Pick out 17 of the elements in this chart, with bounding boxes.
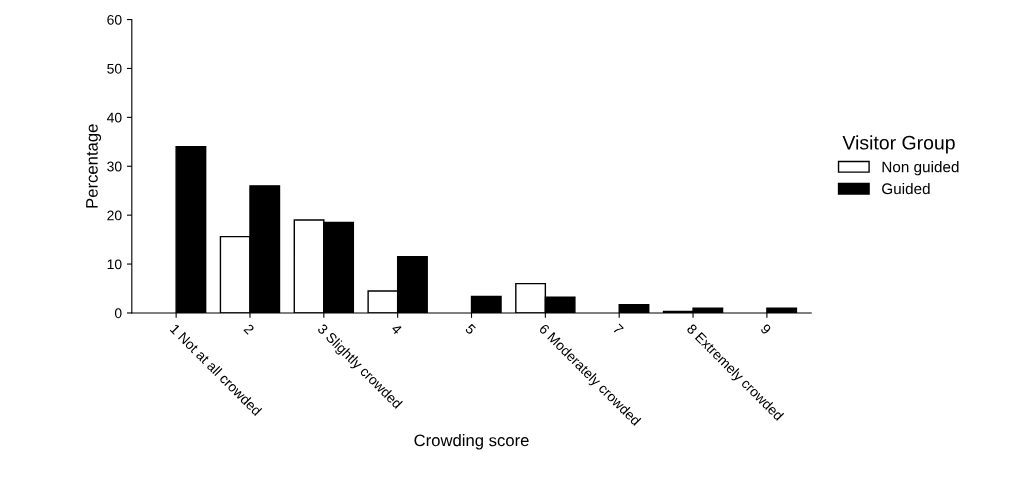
x-tick-label: 7 [612, 323, 624, 335]
legend-label: Non guided [882, 161, 959, 176]
legend-label: Guided [882, 182, 930, 195]
y-tick-label: 30 [107, 161, 122, 172]
y-tick-label: 20 [107, 210, 122, 221]
x-tick-label: 2 [243, 323, 255, 335]
y-tick-label: 60 [107, 14, 122, 25]
legend-title: Visitor Group [842, 135, 955, 154]
y-tick-label: 10 [107, 259, 122, 270]
x-tick-label: 9 [760, 323, 772, 335]
y-axis-title: Percentage [86, 124, 102, 208]
y-tick-label: 50 [107, 63, 122, 74]
y-tick-label: 0 [114, 308, 122, 319]
x-tick-label: 5 [464, 323, 477, 335]
x-axis-title: Crowding score [414, 434, 529, 450]
y-tick-label: 40 [106, 112, 122, 123]
x-tick-label: 4 [390, 323, 403, 335]
